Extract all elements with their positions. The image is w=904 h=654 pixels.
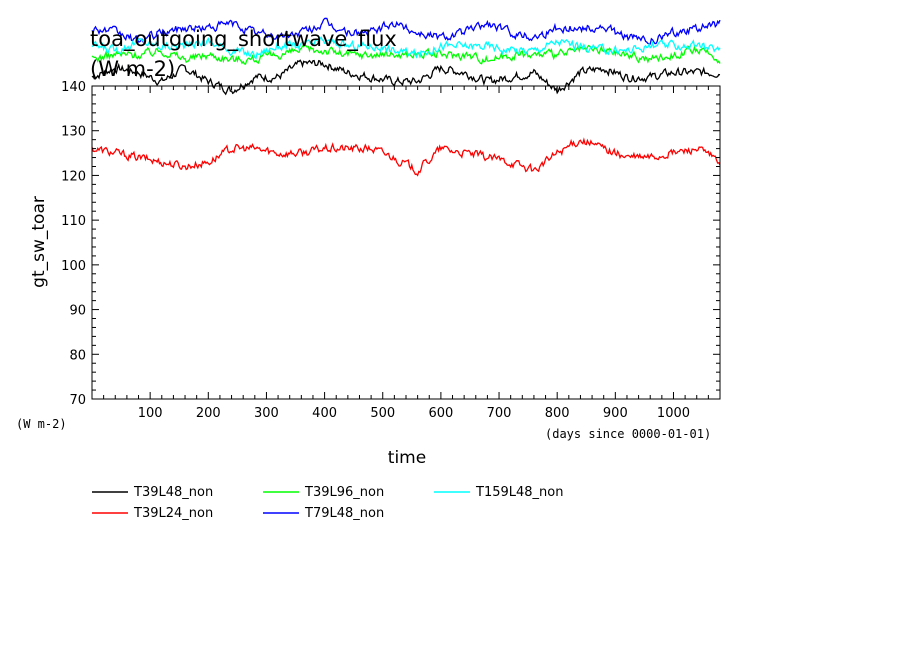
legend-item-T159L48_non: T159L48_non xyxy=(434,485,563,500)
x-tick-label: 200 xyxy=(196,406,221,421)
y-axis-title: gt_sw_toar xyxy=(29,196,49,288)
y-tick-label: 140 xyxy=(61,80,86,95)
y-tick-label: 120 xyxy=(61,169,86,184)
x-axis-units: (days since 0000-01-01) xyxy=(545,427,711,441)
legend-label: T79L48_non xyxy=(304,506,384,521)
axis-ticks xyxy=(91,85,721,400)
tick-labels: 100 200 300 400 500 600 700 800 900 1000 70 80 90 100… xyxy=(61,80,690,421)
x-tick-label: 400 xyxy=(312,406,337,421)
y-tick-label: 90 xyxy=(69,304,86,319)
chart-title-units: (W m-2) xyxy=(90,57,175,81)
plot-frame xyxy=(91,85,721,400)
legend-item-T79L48_non: T79L48_non xyxy=(263,506,384,521)
series-layer xyxy=(91,17,721,177)
x-tick-label: 300 xyxy=(254,406,279,421)
y-tick-label: 110 xyxy=(61,214,86,229)
x-tick-label: 600 xyxy=(428,406,453,421)
series-line-T39L24_non xyxy=(91,137,721,177)
x-tick-label: 1000 xyxy=(657,406,690,421)
x-axis-title: time xyxy=(388,448,426,468)
y-tick-label: 70 xyxy=(69,393,86,408)
x-tick-label: 800 xyxy=(545,406,570,421)
legend-label: T159L48_non xyxy=(475,485,563,500)
y-tick-label: 80 xyxy=(69,348,86,363)
y-axis-units: (W m-2) xyxy=(16,417,67,431)
legend-item-T39L48_non: T39L48_non xyxy=(92,485,213,500)
series-line-T39L96_non xyxy=(91,44,721,65)
y-tick-label: 100 xyxy=(61,259,86,274)
legend-item-T39L96_non: T39L96_non xyxy=(263,485,384,500)
x-tick-label: 500 xyxy=(370,406,395,421)
legend: T39L48_non T39L24_non T39L96_non T79L48_non… xyxy=(92,485,563,521)
series-line-T159L48_non xyxy=(91,36,721,60)
x-tick-label: 100 xyxy=(138,406,163,421)
y-tick-label: 130 xyxy=(61,125,86,140)
legend-item-T39L24_non: T39L24_non xyxy=(92,506,213,521)
x-tick-label: 700 xyxy=(487,406,512,421)
x-tick-label: 900 xyxy=(603,406,628,421)
legend-label: T39L48_non xyxy=(133,485,213,500)
legend-label: T39L96_non xyxy=(304,485,384,500)
chart-title: toa_outgoing_shortwave_flux xyxy=(90,27,397,52)
legend-label: T39L24_non xyxy=(133,506,213,521)
series-line-T39L48_non xyxy=(91,59,721,96)
series-line-T79L48_non xyxy=(91,17,721,45)
